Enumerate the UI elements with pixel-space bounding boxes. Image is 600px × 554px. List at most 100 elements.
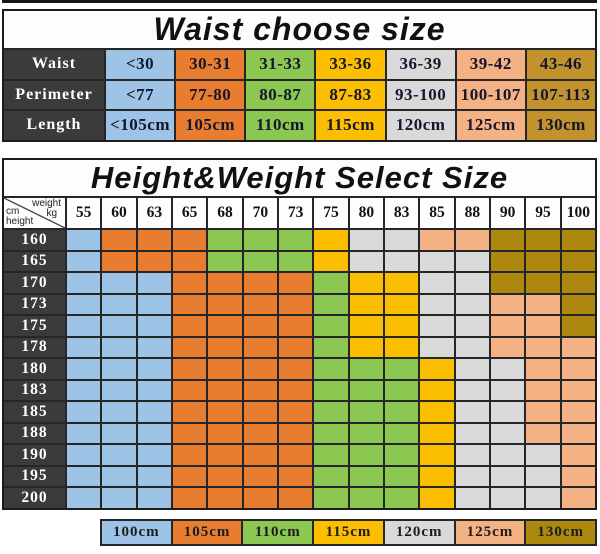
size-cell-blue — [102, 488, 136, 508]
size-cell-blue — [67, 359, 101, 379]
size-cell-blue — [67, 316, 101, 336]
corner-weight-label: weight — [32, 198, 61, 209]
size-cell-peach — [561, 488, 595, 508]
size-cell-yellow — [420, 466, 454, 486]
height-row-label: 173 — [4, 294, 65, 314]
waist-value-cell: 33-36 — [316, 50, 385, 79]
size-cell-blue — [137, 316, 171, 336]
size-cell-green — [278, 230, 313, 250]
size-cell-orange — [208, 466, 242, 486]
corner-kg-label: kg — [46, 208, 57, 219]
size-cell-gray — [490, 445, 525, 465]
size-cell-green — [384, 466, 419, 486]
size-cell-orange — [172, 294, 207, 314]
size-cell-gray — [455, 380, 489, 400]
size-cell-gray — [384, 251, 419, 271]
size-cell-gray — [490, 380, 525, 400]
size-cell-peach — [561, 423, 595, 443]
size-cell-orange — [243, 294, 277, 314]
size-cell-green — [314, 380, 348, 400]
size-cell-yellow — [420, 488, 454, 508]
size-cell-blue — [102, 380, 136, 400]
size-cell-orange — [278, 402, 313, 422]
size-cell-gray — [455, 466, 489, 486]
corner-cm-label: cm — [6, 206, 20, 217]
size-cell-blue — [137, 273, 171, 293]
legend-cell: 105cm — [172, 521, 242, 544]
size-cell-blue — [102, 294, 136, 314]
weight-header-cell: 60 — [102, 198, 136, 228]
waist-value-cell: 80-87 — [246, 80, 315, 109]
size-cell-blue — [67, 466, 101, 486]
weight-header-cell: 65 — [172, 198, 207, 228]
size-cell-yellow — [420, 423, 454, 443]
size-cell-green — [314, 337, 348, 357]
size-cell-gray — [420, 273, 454, 293]
size-cell-green — [384, 402, 419, 422]
weight-header-cell: 73 — [278, 198, 313, 228]
size-cell-gold — [561, 294, 595, 314]
waist-value-cell: 87-83 — [316, 80, 385, 109]
size-cell-yellow — [384, 273, 419, 293]
size-cell-blue — [67, 423, 101, 443]
weight-header-cell: 55 — [67, 198, 101, 228]
size-cell-blue — [102, 402, 136, 422]
size-cell-gray — [455, 445, 489, 465]
size-cell-green — [208, 251, 242, 271]
height-row-label: 200 — [4, 488, 65, 508]
waist-value-cell: 39-42 — [456, 50, 525, 79]
size-cell-green — [349, 466, 383, 486]
height-row-label: 160 — [4, 230, 65, 250]
size-cell-orange — [208, 273, 242, 293]
size-cell-orange — [172, 423, 207, 443]
size-cell-green — [384, 423, 419, 443]
size-cell-orange — [278, 359, 313, 379]
size-cell-yellow — [314, 251, 348, 271]
size-cell-orange — [243, 273, 277, 293]
size-cell-blue — [102, 359, 136, 379]
size-cell-peach — [526, 316, 560, 336]
size-cell-gray — [490, 466, 525, 486]
size-cell-peach — [526, 294, 560, 314]
size-cell-gray — [349, 230, 383, 250]
size-cell-blue — [67, 230, 101, 250]
height-row-label: 178 — [4, 337, 65, 357]
size-cell-gold — [561, 230, 595, 250]
size-cell-orange — [172, 273, 207, 293]
size-cell-peach — [526, 359, 560, 379]
size-cell-peach — [561, 445, 595, 465]
size-cell-gray — [455, 337, 489, 357]
waist-row-label: Length — [4, 111, 104, 140]
size-cell-yellow — [349, 273, 383, 293]
size-cell-orange — [243, 423, 277, 443]
size-cell-green — [349, 488, 383, 508]
weight-header-cell: 63 — [137, 198, 171, 228]
size-cell-green — [314, 294, 348, 314]
waist-value-cell: 30-31 — [176, 50, 245, 79]
weight-header-cell: 83 — [384, 198, 419, 228]
size-cell-orange — [102, 251, 136, 271]
size-cell-orange — [278, 380, 313, 400]
waist-size-table: Waist choose size Waist <30 30-31 31-33 33-3… — [2, 9, 597, 142]
legend-cell: 130cm — [526, 521, 595, 544]
size-cell-green — [314, 466, 348, 486]
size-cell-green — [208, 230, 242, 250]
waist-value-cell: 120cm — [386, 111, 455, 140]
weight-header-cell: 88 — [455, 198, 489, 228]
size-cell-blue — [67, 445, 101, 465]
size-cell-orange — [172, 466, 207, 486]
size-cell-blue — [102, 273, 136, 293]
size-cell-orange — [278, 294, 313, 314]
waist-value-cell: 43-46 — [526, 50, 595, 79]
size-cell-yellow — [420, 402, 454, 422]
size-cell-gray — [526, 488, 560, 508]
size-cell-green — [314, 488, 348, 508]
size-cell-green — [314, 316, 348, 336]
size-cell-orange — [208, 402, 242, 422]
size-cell-blue — [137, 402, 171, 422]
size-cell-gold — [526, 230, 560, 250]
size-cell-blue — [137, 445, 171, 465]
height-weight-table-title: Height&Weight Select Size — [4, 160, 595, 196]
size-cell-blue — [102, 337, 136, 357]
